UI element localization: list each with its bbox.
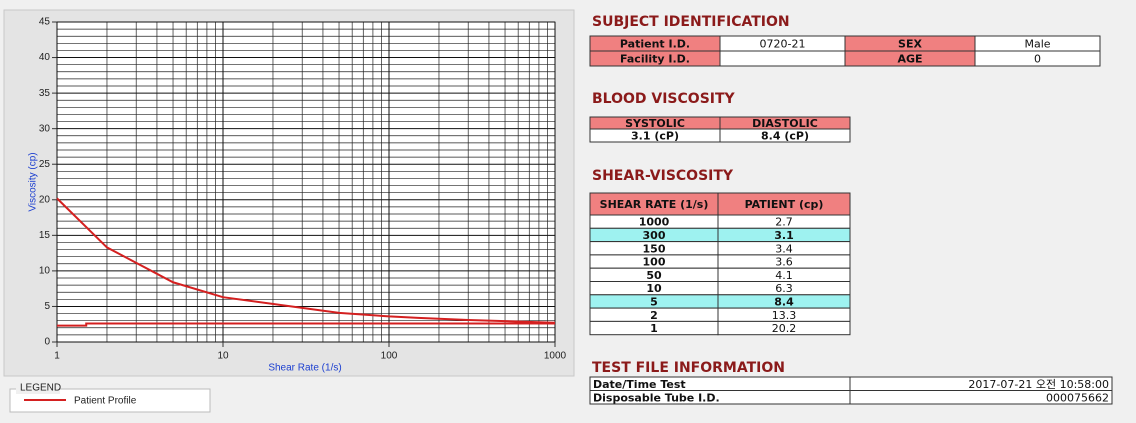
shear-rate: 1: [650, 322, 658, 335]
field-value-cell: [974, 50, 1101, 67]
column-header: DIASTOLIC: [752, 117, 818, 130]
shear-rate: 100: [643, 256, 666, 269]
section-title: TEST FILE INFORMATION: [592, 360, 785, 376]
legend-title-bg: [16, 382, 60, 394]
patient-value-cell: [717, 320, 851, 336]
section-title: SHEAR-VISCOSITY: [592, 168, 734, 184]
column-header: SHEAR RATE (1/s): [600, 198, 709, 211]
patient-value: 20.2: [772, 322, 797, 335]
y-tick-label: 20: [39, 194, 51, 205]
viscosity-value-cell: [719, 128, 851, 143]
y-tick-label: 0: [44, 337, 50, 348]
field-label: Facility I.D.: [620, 53, 690, 66]
shear-rate: 300: [643, 229, 666, 242]
patient-value: 6.3: [775, 282, 793, 295]
info-value-cell: [849, 390, 1113, 405]
field-value: 0720-21: [760, 38, 806, 51]
shear-rate: 50: [646, 269, 662, 282]
shear-rate: 5: [650, 295, 658, 308]
field-label: Patient I.D.: [620, 38, 690, 51]
y-tick-label: 15: [39, 230, 51, 241]
field-value-cell: [719, 50, 846, 67]
shear-rate: 1000: [639, 216, 670, 229]
plot-area: [56, 21, 556, 343]
patient-value: 3.4: [775, 242, 793, 255]
y-tick-label: 40: [39, 52, 51, 63]
column-header: SYSTOLIC: [625, 117, 685, 130]
patient-value: 13.3: [772, 309, 797, 322]
section-title: BLOOD VISCOSITY: [592, 91, 736, 107]
patient-value: 8.4: [774, 295, 794, 308]
section-title: SUBJECT IDENTIFICATION: [592, 14, 790, 30]
shear-rate: 150: [643, 242, 666, 255]
patient-value: 4.1: [775, 269, 793, 282]
field-value: Male: [1024, 38, 1050, 51]
field-label: SEX: [898, 38, 922, 51]
legend-box: [9, 388, 211, 413]
y-tick-label: 10: [39, 266, 51, 277]
info-label: Disposable Tube I.D.: [593, 391, 720, 404]
info-value: 2017-07-21 오전 10:58:00: [968, 378, 1109, 391]
x-tick-label: 10: [217, 351, 229, 362]
patient-value: 3.1: [774, 229, 794, 242]
x-tick-label: 1: [54, 351, 60, 362]
field-label: AGE: [897, 53, 922, 66]
y-tick-label: 30: [39, 123, 51, 134]
patient-value: 3.6: [775, 256, 793, 269]
x-tick-label: 100: [381, 351, 398, 362]
x-tick-label: 1000: [544, 351, 567, 362]
column-header: PATIENT (cp): [745, 198, 824, 211]
shear-rate: 2: [650, 309, 658, 322]
y-tick-label: 45: [39, 17, 51, 28]
legend-title: LEGEND: [20, 383, 61, 394]
y-tick-label: 35: [39, 88, 51, 99]
viscosity-value: 8.4 (cP): [761, 130, 809, 143]
patient-value: 2.7: [775, 216, 793, 229]
info-label: Date/Time Test: [593, 378, 686, 391]
viscosity-value: 3.1 (cP): [631, 130, 679, 143]
shear-rate: 10: [646, 282, 662, 295]
series-line: [57, 322, 555, 327]
series-line: [56, 197, 556, 324]
legend-label: Patient Profile: [74, 396, 137, 407]
field-value: 0: [1034, 53, 1041, 66]
x-axis-label: Shear Rate (1/s): [268, 363, 341, 374]
y-tick-label: 5: [44, 301, 50, 312]
y-axis-label: Viscosity (cp): [28, 152, 39, 211]
y-tick-label: 25: [39, 159, 51, 170]
info-value: 000075662: [1046, 391, 1109, 404]
